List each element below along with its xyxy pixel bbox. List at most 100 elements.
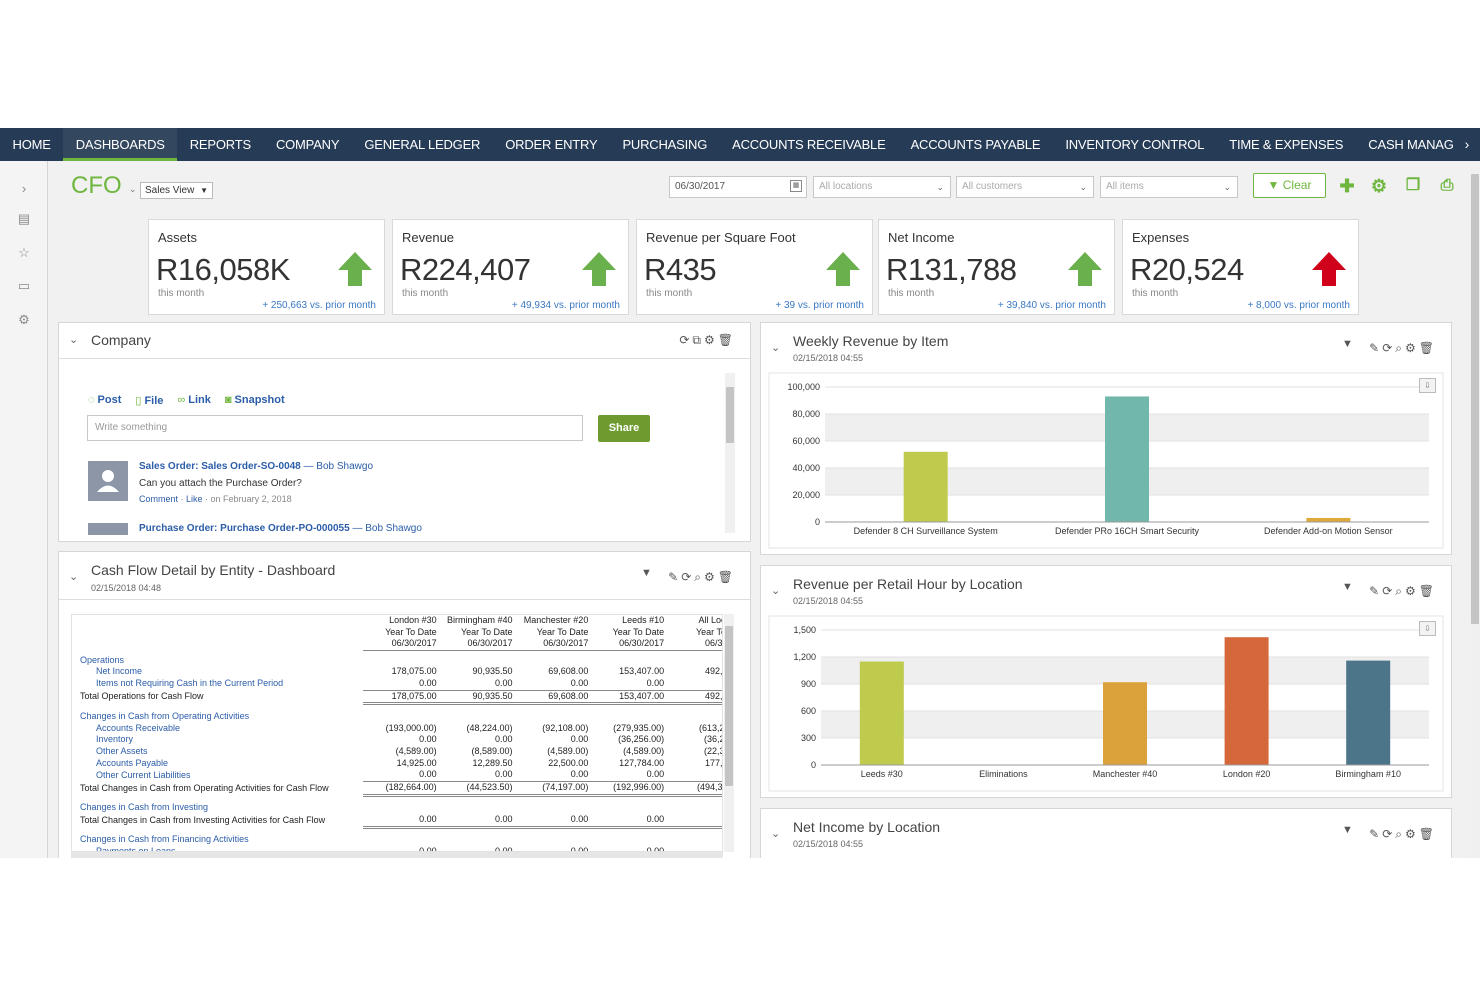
row-label[interactable]: Changes in Cash from Investing [80, 802, 209, 813]
like-link[interactable]: Like [186, 494, 203, 504]
nav-more-icon[interactable]: › [1454, 128, 1480, 161]
edit-icon[interactable]: ✎ [1369, 827, 1383, 841]
nav-general-ledger[interactable]: GENERAL LEDGER [364, 137, 481, 152]
filter-icon[interactable]: ▼ [1342, 824, 1353, 836]
trash-icon[interactable]: 🗑 [1418, 827, 1437, 841]
feed-post-title[interactable]: Sales Order: Sales Order-SO-0048 — Bob S… [139, 461, 373, 472]
gear-icon[interactable]: ⚙ [1405, 341, 1419, 355]
search-icon[interactable]: ⌕ [1395, 341, 1405, 355]
settings-gear-icon[interactable]: ⚙ [1370, 176, 1388, 196]
share-button[interactable]: Share [598, 415, 650, 442]
download-icon[interactable]: ⇩ [1419, 621, 1436, 636]
trash-icon[interactable]: 🗑 [1418, 584, 1437, 598]
refresh-icon[interactable]: ⟳ [681, 570, 695, 584]
kpi-revenue-per-square-foot[interactable]: Revenue per Square Foot R435 this month … [636, 219, 873, 315]
row-label[interactable]: Net Income [96, 666, 143, 677]
search-icon[interactable]: ⌕ [1395, 827, 1405, 841]
scrollbar-thumb[interactable] [1471, 174, 1479, 624]
kpi-revenue[interactable]: Revenue R224,407 this month + 49,934 vs.… [392, 219, 629, 315]
nav-reports[interactable]: REPORTS [189, 137, 251, 152]
nav-order-entry[interactable]: ORDER ENTRY [505, 137, 598, 152]
gear-icon[interactable]: ⚙ [1405, 827, 1419, 841]
trash-icon[interactable]: 🗑 [1418, 341, 1437, 355]
collapse-chevron-icon[interactable]: ⌄ [771, 828, 781, 840]
edit-icon[interactable]: ✎ [1369, 341, 1383, 355]
gear-icon[interactable]: ⚙ [1405, 584, 1419, 598]
download-icon[interactable]: ⇩ [1419, 378, 1436, 393]
nav-accounts-receivable[interactable]: ACCOUNTS RECEIVABLE [732, 137, 886, 152]
row-label[interactable]: Changes in Cash from Operating Activitie… [80, 710, 250, 721]
edit-icon[interactable]: ✎ [1369, 584, 1383, 598]
collapse-chevron-icon[interactable]: ⌄ [771, 585, 781, 597]
row-label[interactable]: Operations [80, 654, 125, 665]
gear-icon[interactable]: ⚙ [18, 312, 30, 327]
feed-post-author[interactable]: — Bob Shawgo [352, 523, 422, 534]
file-link[interactable]: ▯ File [135, 394, 163, 407]
search-icon[interactable]: ⌕ [1395, 584, 1405, 598]
row-label[interactable]: Changes in Cash from Financing Activitie… [80, 834, 249, 845]
filter-icon[interactable]: ▼ [1342, 338, 1353, 350]
table-hscrollbar[interactable] [71, 852, 723, 858]
row-label[interactable]: Items not Requiring Cash in the Current … [96, 678, 284, 689]
nav-cash-management[interactable]: CASH MANAGEMENT [1368, 137, 1480, 152]
filter-icon[interactable]: ▼ [641, 567, 652, 579]
calendar-icon[interactable]: ▦ [790, 180, 802, 192]
snapshot-link[interactable]: ◙ Snapshot [225, 394, 285, 407]
search-icon[interactable]: ⌕ [694, 570, 704, 584]
chevron-right-icon[interactable]: › [21, 181, 27, 196]
star-icon[interactable]: ☆ [18, 245, 30, 260]
date-input[interactable]: 06/30/2017 ▦ [669, 176, 807, 198]
page-scrollbar[interactable] [1470, 168, 1480, 858]
nav-time-expenses[interactable]: TIME & EXPENSES [1229, 137, 1344, 152]
list-icon[interactable]: ▤ [17, 211, 31, 226]
nav-accounts-payable[interactable]: ACCOUNTS PAYABLE [910, 137, 1041, 152]
kpi-net-income[interactable]: Net Income R131,788 this month + 39,840 … [878, 219, 1115, 315]
customers-select[interactable]: All customers ⌄ [956, 176, 1094, 198]
open-icon[interactable]: ⧉ [692, 333, 704, 347]
refresh-icon[interactable]: ⟳ [1382, 341, 1396, 355]
locations-select[interactable]: All locations ⌄ [813, 176, 951, 198]
table-scrollbar[interactable] [724, 614, 734, 852]
row-label[interactable]: Other Current Liabilities [96, 769, 191, 780]
nav-company[interactable]: COMPANY [275, 137, 340, 152]
comment-link[interactable]: Comment [139, 494, 179, 504]
nav-dashboards[interactable]: DASHBOARDS [63, 128, 178, 161]
feed-post-title[interactable]: Purchase Order: Purchase Order-PO-000055… [139, 523, 422, 534]
clear-filters-button[interactable]: ▼ Clear [1253, 173, 1326, 198]
nav-inventory-control[interactable]: INVENTORY CONTROL [1065, 137, 1205, 152]
post-link[interactable]: ◌ Post [88, 394, 121, 407]
edit-icon[interactable]: ✎ [668, 570, 682, 584]
refresh-icon[interactable]: ⟳ [1382, 584, 1396, 598]
scrollbar-thumb[interactable] [725, 626, 733, 786]
filter-icon[interactable]: ▼ [1342, 581, 1353, 593]
items-select[interactable]: All items ⌄ [1100, 176, 1238, 198]
nav-purchasing[interactable]: PURCHASING [622, 137, 708, 152]
dashboard-title-chevron-down-icon[interactable]: ⌄ [129, 184, 137, 194]
post-input[interactable]: Write something [87, 415, 583, 441]
print-icon[interactable]: ⎙ [1440, 177, 1454, 194]
row-label[interactable]: Accounts Payable [96, 757, 169, 768]
feed-post-author[interactable]: — Bob Shawgo [303, 461, 374, 472]
row-label[interactable]: Other Assets [96, 746, 148, 757]
gear-icon[interactable]: ⚙ [704, 333, 718, 347]
kpi-expenses[interactable]: Expenses R20,524 this month + 8,000 vs. … [1122, 219, 1359, 315]
trash-icon[interactable]: 🗑 [717, 333, 736, 347]
nav-home[interactable]: HOME [12, 137, 51, 152]
link-link[interactable]: ∞ Link [177, 394, 210, 407]
row-label[interactable]: Payments on Loans [96, 845, 176, 852]
collapse-chevron-icon[interactable]: ⌄ [69, 571, 79, 583]
add-icon[interactable]: ✚ [1339, 176, 1355, 196]
scrollbar-thumb[interactable] [726, 387, 734, 443]
refresh-icon[interactable]: ⟳ [1382, 827, 1396, 841]
refresh-icon[interactable]: ⟳ [679, 333, 693, 347]
row-label[interactable]: Inventory [96, 734, 134, 745]
kpi-assets[interactable]: Assets R16,058K this month + 250,663 vs.… [148, 219, 385, 315]
copy-icon[interactable]: ❐ [1405, 177, 1421, 194]
view-select[interactable]: Sales View ▼ [140, 182, 213, 199]
collapse-chevron-icon[interactable]: ⌄ [69, 334, 79, 346]
gear-icon[interactable]: ⚙ [704, 570, 718, 584]
row-label[interactable]: Accounts Receivable [96, 722, 181, 733]
monitor-icon[interactable]: ▭ [17, 278, 31, 293]
feed-scrollbar[interactable] [725, 373, 735, 533]
trash-icon[interactable]: 🗑 [717, 570, 736, 584]
